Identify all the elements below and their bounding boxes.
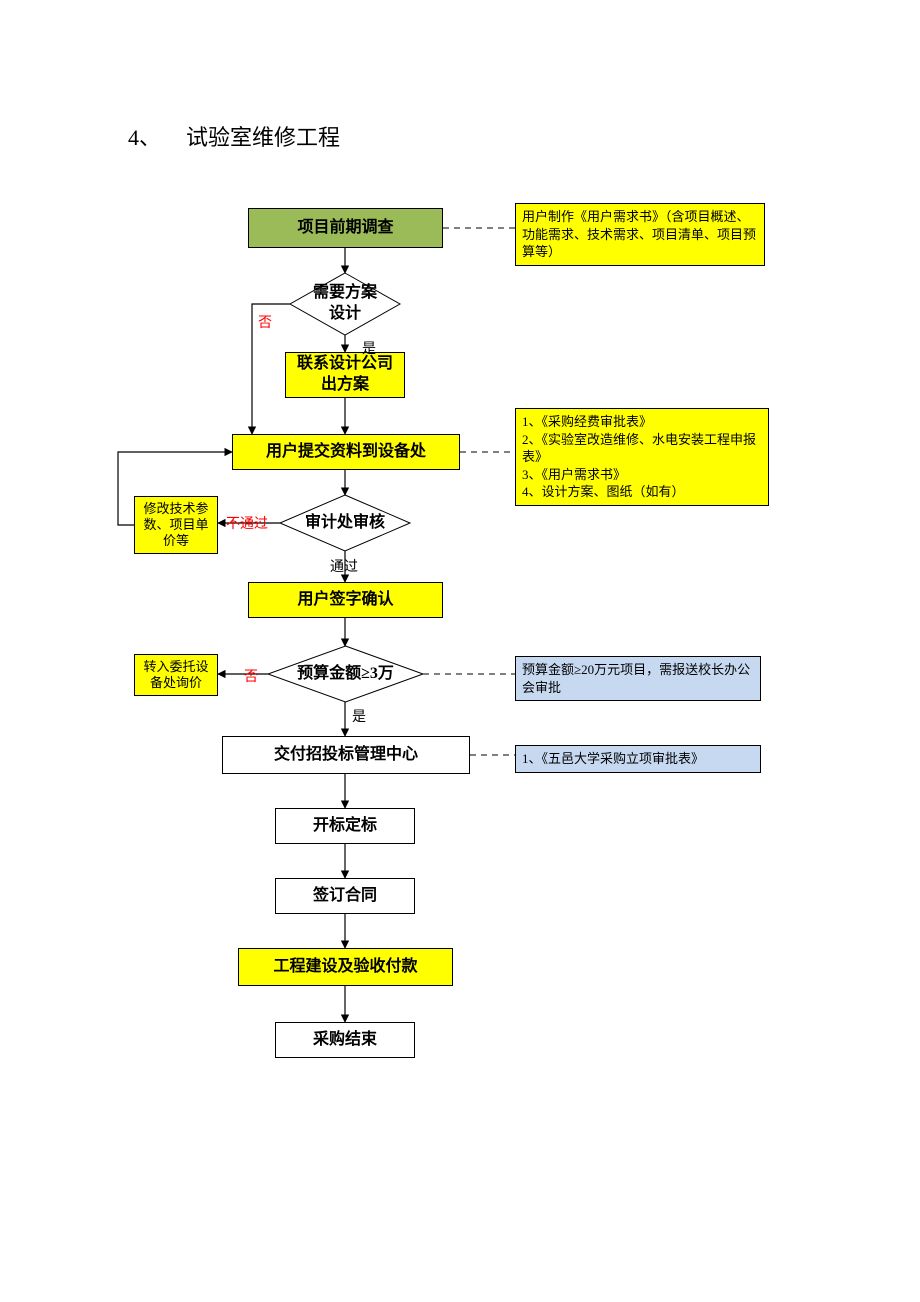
process-n10: 签订合同 [275, 878, 415, 914]
process-s1: 修改技术参 数、项目单 价等 [134, 496, 218, 554]
decision-label-n5: 审计处审核 [280, 495, 410, 551]
process-n6: 用户签字确认 [248, 582, 443, 618]
edge-label-l_no1: 否 [258, 312, 272, 332]
page-canvas: 4、 试验室维修工程 项目前期调查需要方案 设计联系设计公司 出方案用户提交资料… [0, 0, 920, 1302]
process-n1: 项目前期调查 [248, 208, 443, 248]
process-n4: 用户提交资料到设备处 [232, 434, 460, 470]
note-note2: 1、《采购经费审批表》 2、《实验室改造维修、水电安装工程申报表》 3、《用户需… [515, 408, 769, 506]
process-n11: 工程建设及验收付款 [238, 948, 453, 986]
process-n8: 交付招投标管理中心 [222, 736, 470, 774]
edge-label-l_pass: 通过 [330, 556, 358, 576]
edge-label-l_yes2: 是 [352, 706, 366, 726]
note-note1: 用户制作《用户需求书》（含项目概述、功能需求、技术需求、项目清单、项目预算等） [515, 203, 765, 266]
note-note4: 1、《五邑大学采购立项审批表》 [515, 745, 761, 773]
process-n12: 采购结束 [275, 1022, 415, 1058]
process-s2: 转入委托设 备处询价 [134, 654, 218, 696]
edge-label-l_no2: 否 [244, 666, 258, 686]
page-title: 4、 试验室维修工程 [128, 120, 340, 152]
title-text: 试验室维修工程 [186, 125, 340, 150]
process-n3: 联系设计公司 出方案 [285, 352, 405, 398]
decision-label-n2: 需要方案 设计 [290, 273, 400, 335]
process-n9: 开标定标 [275, 808, 415, 844]
edge-label-l_fail: 不通过 [226, 513, 268, 533]
note-note3: 预算金额≥20万元项目，需报送校长办公会审批 [515, 656, 761, 701]
flow-connectors [0, 0, 920, 1302]
edge-label-l_yes1: 是 [362, 338, 376, 358]
decision-label-n7: 预算金额≥3万 [268, 646, 423, 702]
title-number: 4、 [128, 125, 161, 150]
